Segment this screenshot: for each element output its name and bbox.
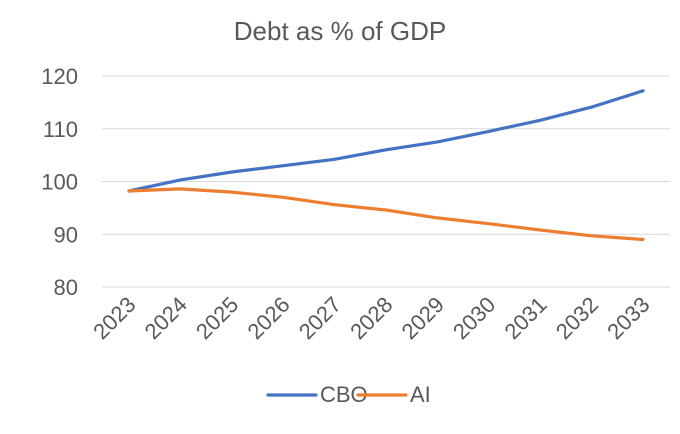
- y-tick-label: 120: [41, 64, 78, 89]
- chart-title: Debt as % of GDP: [234, 16, 446, 46]
- y-tick-label: 80: [54, 275, 78, 300]
- x-tick-label: 2026: [242, 292, 294, 344]
- y-tick-label: 90: [54, 222, 78, 247]
- y-axis-tick-labels: 80 90 100 110 120: [41, 64, 78, 300]
- y-tick-label: 100: [41, 170, 78, 195]
- legend: CBO AI: [268, 382, 431, 407]
- series-line-ai: [129, 189, 643, 240]
- series-line-cbo: [129, 91, 643, 191]
- x-axis-tick-labels: 2023 2024 2025 2026 2027 2028 2029 2030 2031 2032…: [88, 292, 654, 344]
- x-tick-label: 2032: [551, 292, 603, 344]
- x-tick-label: 2023: [88, 292, 140, 344]
- x-tick-label: 2031: [499, 292, 551, 344]
- y-tick-label: 110: [43, 117, 78, 142]
- legend-label-ai: AI: [410, 382, 431, 407]
- x-tick-label: 2027: [294, 292, 346, 344]
- x-tick-label: 2033: [602, 292, 654, 344]
- x-tick-label: 2028: [345, 292, 397, 344]
- x-tick-label: 2029: [397, 292, 449, 344]
- x-tick-label: 2030: [448, 292, 500, 344]
- x-tick-label: 2024: [140, 292, 192, 344]
- x-tick-label: 2025: [191, 292, 243, 344]
- series-lines: [129, 91, 643, 240]
